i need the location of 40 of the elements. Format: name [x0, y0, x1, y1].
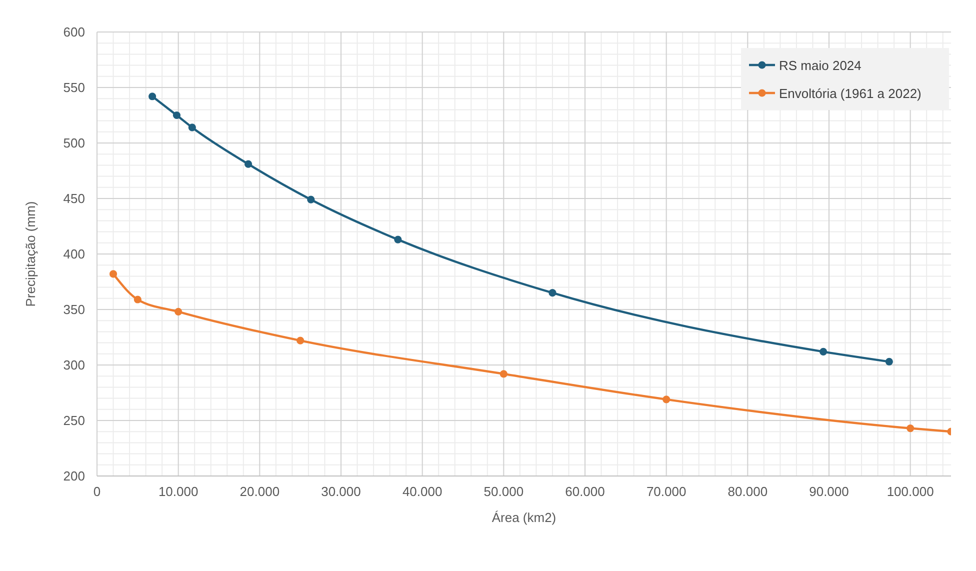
x-axis-title: Área (km2) [492, 510, 556, 525]
point [885, 358, 893, 366]
point [500, 370, 508, 378]
point [296, 336, 304, 344]
x-tick-label: 0 [93, 484, 101, 499]
y-tick-label: 250 [63, 413, 85, 428]
point [906, 424, 914, 432]
point [172, 111, 181, 120]
y-tick-label: 300 [63, 358, 85, 372]
x-tick-label: 80.000 [728, 484, 768, 499]
point [548, 289, 556, 297]
y-tick-label: 350 [63, 302, 85, 317]
x-tick-label: 100.000 [886, 484, 934, 499]
y-tick-label: 200 [63, 468, 85, 484]
y-axis-title: Precipitação (mm) [23, 201, 38, 307]
x-tick-label: 70.000 [646, 484, 686, 499]
y-tick-label: 400 [63, 246, 85, 262]
point [148, 92, 156, 100]
y-tick-label: 500 [63, 136, 85, 150]
x-tick-label: 20.000 [240, 484, 280, 499]
point [662, 396, 670, 404]
point [109, 270, 118, 278]
y-tick-label: 450 [63, 191, 85, 206]
point [134, 296, 142, 304]
point [820, 348, 828, 356]
x-tick-label: 30.000 [321, 484, 361, 499]
point [394, 236, 402, 244]
x-tick-label: 90.000 [809, 484, 849, 499]
y-tick-label: 550 [63, 80, 85, 95]
x-tick-label: 50.000 [484, 484, 524, 499]
legend-label: Envoltória (1961 a 2022) [779, 86, 922, 101]
x-tick-label: 60.000 [565, 484, 605, 499]
point [188, 124, 196, 132]
point [174, 308, 182, 316]
x-tick-label: 10.000 [158, 484, 198, 499]
x-tick-label: 40.000 [402, 484, 442, 499]
y-tick-label: 600 [63, 24, 85, 40]
legend-label: RS maio 2024 [779, 58, 862, 73]
point [244, 160, 252, 168]
point [307, 196, 315, 204]
